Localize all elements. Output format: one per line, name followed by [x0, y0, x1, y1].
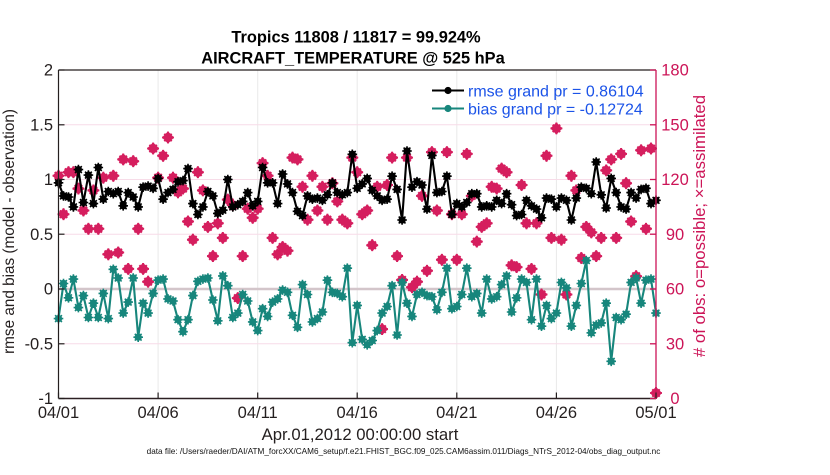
svg-text:2: 2: [44, 62, 53, 80]
svg-text:0: 0: [670, 390, 679, 408]
svg-text:Tropics 11808 / 11817 = 99.924: Tropics 11808 / 11817 = 99.924%: [231, 29, 481, 47]
svg-text:04/16: 04/16: [337, 404, 378, 422]
svg-text:04/06: 04/06: [137, 404, 178, 422]
svg-text:120: 120: [661, 171, 689, 189]
svg-text:data file: /Users/raeder/DAI/A: data file: /Users/raeder/DAI/ATM_forcXX/…: [147, 447, 661, 456]
svg-text:04/26: 04/26: [536, 404, 577, 422]
svg-text:150: 150: [661, 116, 689, 134]
svg-text:05/01: 05/01: [635, 404, 676, 422]
svg-text:-1: -1: [38, 390, 53, 408]
svg-text:60: 60: [666, 281, 684, 299]
svg-text:rmse and bias (model - observa: rmse and bias (model - observation): [1, 109, 18, 354]
svg-text:AIRCRAFT_TEMPERATURE @ 525 hPa: AIRCRAFT_TEMPERATURE @ 525 hPa: [201, 50, 505, 68]
svg-text:0: 0: [44, 281, 53, 299]
svg-text:1: 1: [44, 171, 53, 189]
svg-text:04/21: 04/21: [436, 404, 477, 422]
svg-text:rmse grand pr = 0.86104: rmse grand pr = 0.86104: [468, 84, 644, 101]
svg-text:1.5: 1.5: [30, 116, 53, 134]
svg-text:-0.5: -0.5: [25, 335, 53, 353]
svg-text:# of obs: o=possible; ×=assimi: # of obs: o=possible; ×=assimilated: [690, 95, 709, 357]
svg-text:90: 90: [666, 226, 684, 244]
svg-text:0.5: 0.5: [30, 226, 53, 244]
svg-text:Apr.01,2012 00:00:00 start: Apr.01,2012 00:00:00 start: [262, 425, 459, 444]
svg-text:04/11: 04/11: [238, 404, 278, 422]
svg-text:04/01: 04/01: [38, 404, 79, 422]
svg-text:bias grand pr = -0.12724: bias grand pr = -0.12724: [468, 102, 643, 119]
svg-text:30: 30: [666, 335, 684, 353]
svg-text:180: 180: [661, 62, 689, 80]
